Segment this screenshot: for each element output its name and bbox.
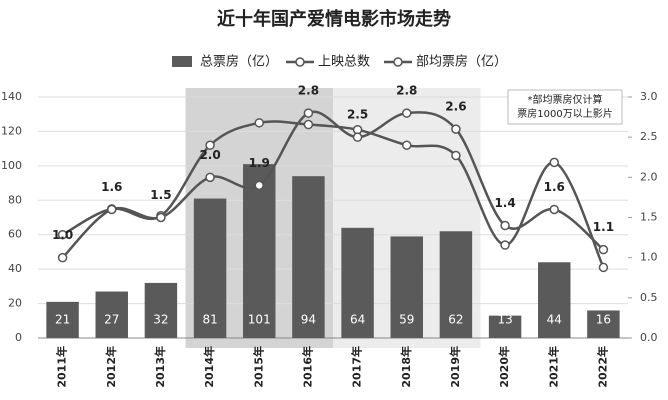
y-tick-label: 60 bbox=[8, 228, 22, 241]
x-tick-label: 2016年 bbox=[300, 346, 314, 388]
data-label: 1.4 bbox=[494, 196, 515, 210]
annotation-box bbox=[507, 89, 623, 125]
y-tick-label: 140 bbox=[1, 90, 22, 103]
annotation: 票房1000万以上影片 bbox=[517, 107, 612, 120]
data-label: 1.0 bbox=[52, 228, 73, 242]
y-tick-label: 80 bbox=[8, 193, 22, 206]
line-marker bbox=[205, 140, 215, 150]
bar-label: 59 bbox=[399, 313, 414, 327]
annotation: *部均票房仅计算 bbox=[528, 93, 603, 106]
bar-label: 101 bbox=[248, 313, 271, 327]
x-tick-label: 2011年 bbox=[55, 346, 69, 388]
legend-label: 部均票房（亿） bbox=[416, 54, 507, 70]
data-label: 1.1 bbox=[593, 220, 614, 234]
x-tick-label: 2019年 bbox=[448, 346, 462, 388]
data-label: 2.6 bbox=[445, 100, 466, 114]
y2-tick-label: 3.0 bbox=[640, 90, 658, 103]
line-marker bbox=[57, 229, 68, 240]
y-tick-label: 40 bbox=[8, 262, 22, 275]
line-marker bbox=[156, 212, 166, 223]
line-marker bbox=[451, 124, 461, 134]
y2-tick-label: 0.0 bbox=[640, 331, 658, 344]
line-marker bbox=[500, 220, 510, 231]
line-marker bbox=[598, 244, 609, 255]
bar-label: 81 bbox=[202, 313, 217, 327]
bar bbox=[144, 282, 178, 338]
data-label: 2.0 bbox=[199, 148, 220, 162]
bar bbox=[439, 231, 473, 338]
line-marker bbox=[500, 240, 510, 250]
data-label: 1.9 bbox=[249, 156, 270, 170]
data-label: 2.8 bbox=[298, 84, 319, 98]
line-marker bbox=[254, 180, 264, 191]
line-marker bbox=[303, 119, 314, 130]
y-tick-label: 20 bbox=[8, 297, 22, 310]
bar-label: 21 bbox=[55, 313, 70, 327]
line-marker bbox=[451, 150, 461, 161]
x-tick-label: 2020年 bbox=[497, 346, 511, 388]
line-marker bbox=[205, 172, 215, 183]
y2-tick-label: 1.5 bbox=[640, 211, 658, 224]
data-label: 1.5 bbox=[150, 188, 171, 202]
y-tick-label: 0 bbox=[15, 331, 22, 344]
data-label: 1.6 bbox=[101, 180, 122, 194]
x-tick-label: 2018年 bbox=[399, 346, 413, 388]
bar bbox=[193, 198, 227, 338]
y-tick-label: 100 bbox=[1, 159, 22, 172]
bar bbox=[243, 164, 276, 338]
bar bbox=[46, 301, 79, 338]
bar bbox=[95, 291, 128, 338]
x-tick-label: 2021年 bbox=[546, 346, 560, 388]
line-marker bbox=[402, 140, 412, 150]
line-marker bbox=[598, 262, 609, 273]
chart-title: 近十年国产爱情电影市场走势 bbox=[217, 8, 451, 30]
data-label: 2.8 bbox=[396, 84, 417, 98]
bar bbox=[292, 176, 325, 338]
line-marker bbox=[402, 108, 412, 118]
x-tick-label: 2017年 bbox=[350, 346, 364, 388]
bar-label: 94 bbox=[301, 313, 316, 327]
y2-tick-label: 2.0 bbox=[640, 170, 658, 183]
x-tick-label: 2022年 bbox=[595, 346, 609, 388]
line-marker bbox=[107, 204, 117, 215]
bar-label: 62 bbox=[448, 313, 463, 327]
x-tick-label: 2013年 bbox=[153, 346, 167, 388]
bar bbox=[390, 236, 423, 338]
bar-label: 64 bbox=[350, 313, 365, 327]
y2-tick-label: 0.5 bbox=[640, 291, 658, 304]
legend-swatch bbox=[172, 56, 192, 67]
line-marker bbox=[254, 118, 264, 128]
y-tick-label: 120 bbox=[1, 124, 22, 137]
bar bbox=[488, 315, 522, 338]
data-label: 1.6 bbox=[544, 180, 565, 194]
y2-tick-label: 1.0 bbox=[640, 251, 658, 264]
bar-label: 27 bbox=[104, 313, 119, 327]
bar-label: 13 bbox=[497, 313, 512, 327]
legend-label: 上映总数 bbox=[318, 55, 370, 70]
line-marker bbox=[549, 157, 559, 168]
y2-tick-label: 2.5 bbox=[640, 130, 658, 143]
line-marker bbox=[57, 252, 68, 263]
bar-label: 32 bbox=[153, 313, 168, 327]
line-marker bbox=[352, 132, 363, 142]
x-tick-label: 2012年 bbox=[104, 346, 118, 388]
data-label: 2.5 bbox=[347, 108, 368, 122]
line-marker bbox=[549, 204, 559, 215]
x-tick-label: 2014年 bbox=[202, 346, 216, 388]
bar-label: 16 bbox=[596, 313, 611, 327]
legend-swatch bbox=[295, 57, 305, 67]
bar bbox=[538, 262, 571, 338]
legend-label: 总票房（亿） bbox=[200, 54, 278, 70]
bar bbox=[341, 227, 374, 338]
bar-label: 44 bbox=[547, 313, 562, 327]
line-marker bbox=[303, 108, 314, 118]
x-tick-label: 2015年 bbox=[251, 346, 265, 388]
bar bbox=[587, 310, 620, 338]
legend-swatch bbox=[393, 57, 403, 67]
